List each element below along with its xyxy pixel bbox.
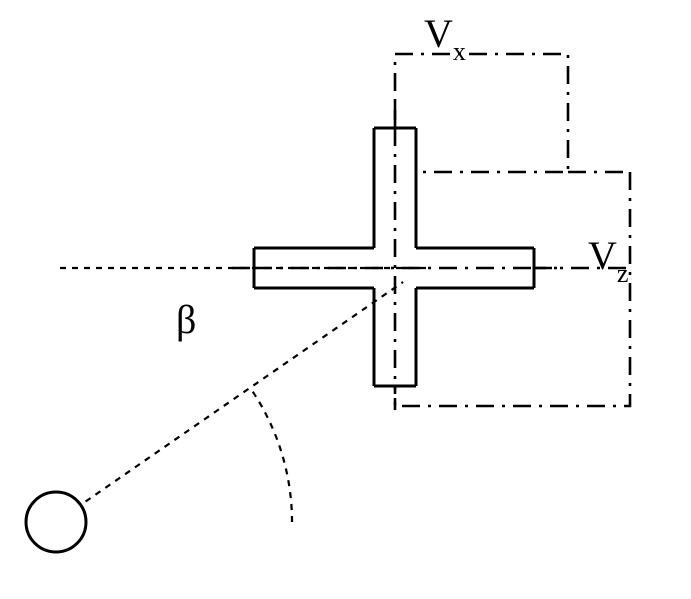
label-vx: Vx: [424, 10, 466, 63]
origin-circle: [26, 492, 86, 552]
label-beta: β: [176, 296, 196, 343]
ray-dashed: [56, 282, 403, 522]
loop-vx: [395, 54, 568, 172]
label-vz-main: V: [588, 233, 617, 278]
label-vz: Vz: [588, 232, 628, 285]
label-vx-main: V: [424, 11, 453, 56]
label-vx-sub: x: [453, 37, 466, 66]
label-beta-text: β: [176, 297, 196, 342]
angle-arc: [250, 388, 292, 522]
label-vz-sub: z: [617, 259, 629, 288]
